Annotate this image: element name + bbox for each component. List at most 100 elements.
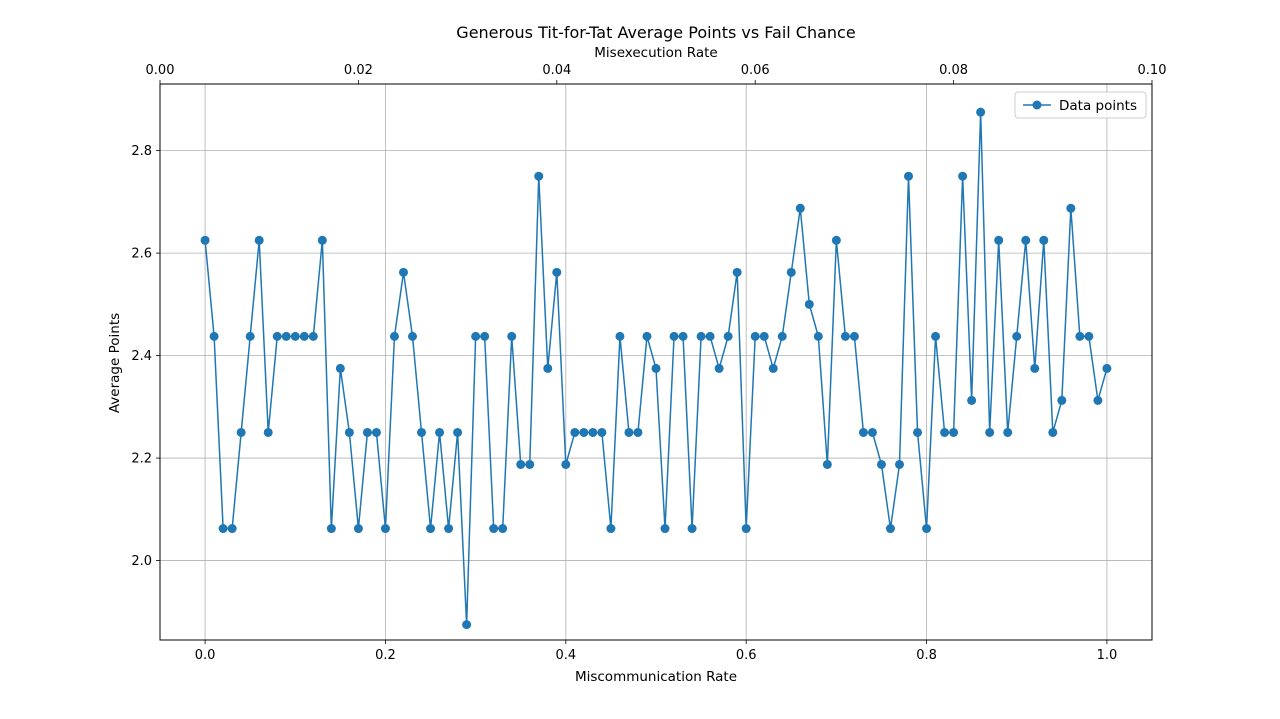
data-point: [597, 427, 607, 437]
data-point: [543, 363, 553, 373]
data-point: [651, 363, 661, 373]
data-point: [516, 459, 526, 469]
data-point: [353, 524, 363, 534]
data-point: [678, 331, 688, 341]
data-point: [1084, 331, 1094, 341]
data-point: [480, 331, 490, 341]
data-point: [498, 524, 508, 534]
data-point: [732, 267, 742, 277]
top-x-tick-label: 0.04: [542, 63, 571, 78]
data-point: [705, 331, 715, 341]
x-tick-label: 0.8: [916, 648, 937, 663]
grid-lines: [160, 84, 1152, 640]
x-tick-label: 0.2: [375, 648, 396, 663]
data-point: [335, 363, 345, 373]
top-x-axis-label: Misexecution Rate: [594, 45, 717, 61]
data-point: [398, 267, 408, 277]
plot-area-frame: [159, 83, 1153, 641]
top-x-axis: 0.00 0.02 0.04 0.06 0.08 0.10: [146, 63, 1167, 84]
data-point: [579, 427, 589, 437]
y-tick-label: 2.4: [131, 349, 152, 364]
data-point: [408, 331, 418, 341]
y-tick-label: 2.0: [131, 554, 152, 569]
y-tick-label: 2.2: [131, 452, 152, 467]
data-point: [1048, 427, 1058, 437]
legend-entry-label: Data points: [1059, 98, 1137, 114]
data-point: [489, 524, 499, 534]
data-point: [660, 524, 670, 534]
top-x-tick-label: 0.10: [1138, 63, 1167, 78]
data-point: [1066, 203, 1076, 213]
data-point: [804, 299, 814, 309]
data-point: [1102, 363, 1112, 373]
data-point: [633, 427, 643, 437]
data-point: [534, 171, 544, 181]
data-point: [317, 235, 327, 245]
x-tick-label: 0.6: [736, 648, 757, 663]
data-point: [1030, 363, 1040, 373]
data-point: [326, 524, 336, 534]
data-point: [417, 427, 427, 437]
left-y-axis: 2.0 2.2 2.4 2.6 2.8: [131, 144, 160, 569]
data-point: [588, 427, 598, 437]
top-x-tick-label: 0.08: [939, 63, 968, 78]
data-point: [994, 235, 1004, 245]
y-tick-label: 2.6: [131, 247, 152, 262]
data-point: [1093, 395, 1103, 405]
data-point: [362, 427, 372, 437]
data-point: [624, 427, 634, 437]
data-point: [750, 331, 760, 341]
bottom-x-axis: 0.0 0.2 0.4 0.6 0.8 1.0: [195, 640, 1118, 663]
data-point: [380, 524, 390, 534]
data-point: [741, 524, 751, 534]
data-point: [795, 203, 805, 213]
data-point: [642, 331, 652, 341]
data-point: [894, 459, 904, 469]
legend-marker-swatch: [1032, 100, 1042, 110]
data-point: [507, 331, 517, 341]
data-point: [904, 171, 914, 181]
data-point: [615, 331, 625, 341]
data-point: [759, 331, 769, 341]
data-point: [669, 331, 679, 341]
data-point: [768, 363, 778, 373]
data-point: [426, 524, 436, 534]
data-point: [245, 331, 255, 341]
top-x-tick-label: 0.00: [146, 63, 175, 78]
data-point: [831, 235, 841, 245]
data-point: [867, 427, 877, 437]
data-point: [525, 459, 535, 469]
x-tick-label: 0.0: [195, 648, 216, 663]
data-point: [218, 524, 228, 534]
data-point: [254, 235, 264, 245]
x-tick-label: 1.0: [1097, 648, 1118, 663]
data-point: [931, 331, 941, 341]
data-point: [976, 107, 986, 117]
y-axis-label: Average Points: [107, 313, 123, 413]
data-point: [227, 524, 237, 534]
data-point: [444, 524, 454, 534]
x-axis-label: Miscommunication Rate: [575, 669, 737, 685]
data-point: [958, 171, 968, 181]
x-tick-label: 0.4: [555, 648, 576, 663]
data-point: [552, 267, 562, 277]
data-point: [913, 427, 923, 437]
data-point: [858, 427, 868, 437]
data-point: [777, 331, 787, 341]
data-point: [1075, 331, 1085, 341]
data-point: [967, 395, 977, 405]
data-point: [1021, 235, 1031, 245]
data-point: [570, 427, 580, 437]
data-point: [263, 427, 273, 437]
data-point: [1003, 427, 1013, 437]
data-point: [687, 524, 697, 534]
data-point: [281, 331, 291, 341]
data-point: [561, 459, 571, 469]
data-point: [462, 620, 472, 630]
top-x-tick-label: 0.02: [344, 63, 373, 78]
data-point: [299, 331, 309, 341]
data-point: [876, 459, 886, 469]
data-point: [940, 427, 950, 437]
